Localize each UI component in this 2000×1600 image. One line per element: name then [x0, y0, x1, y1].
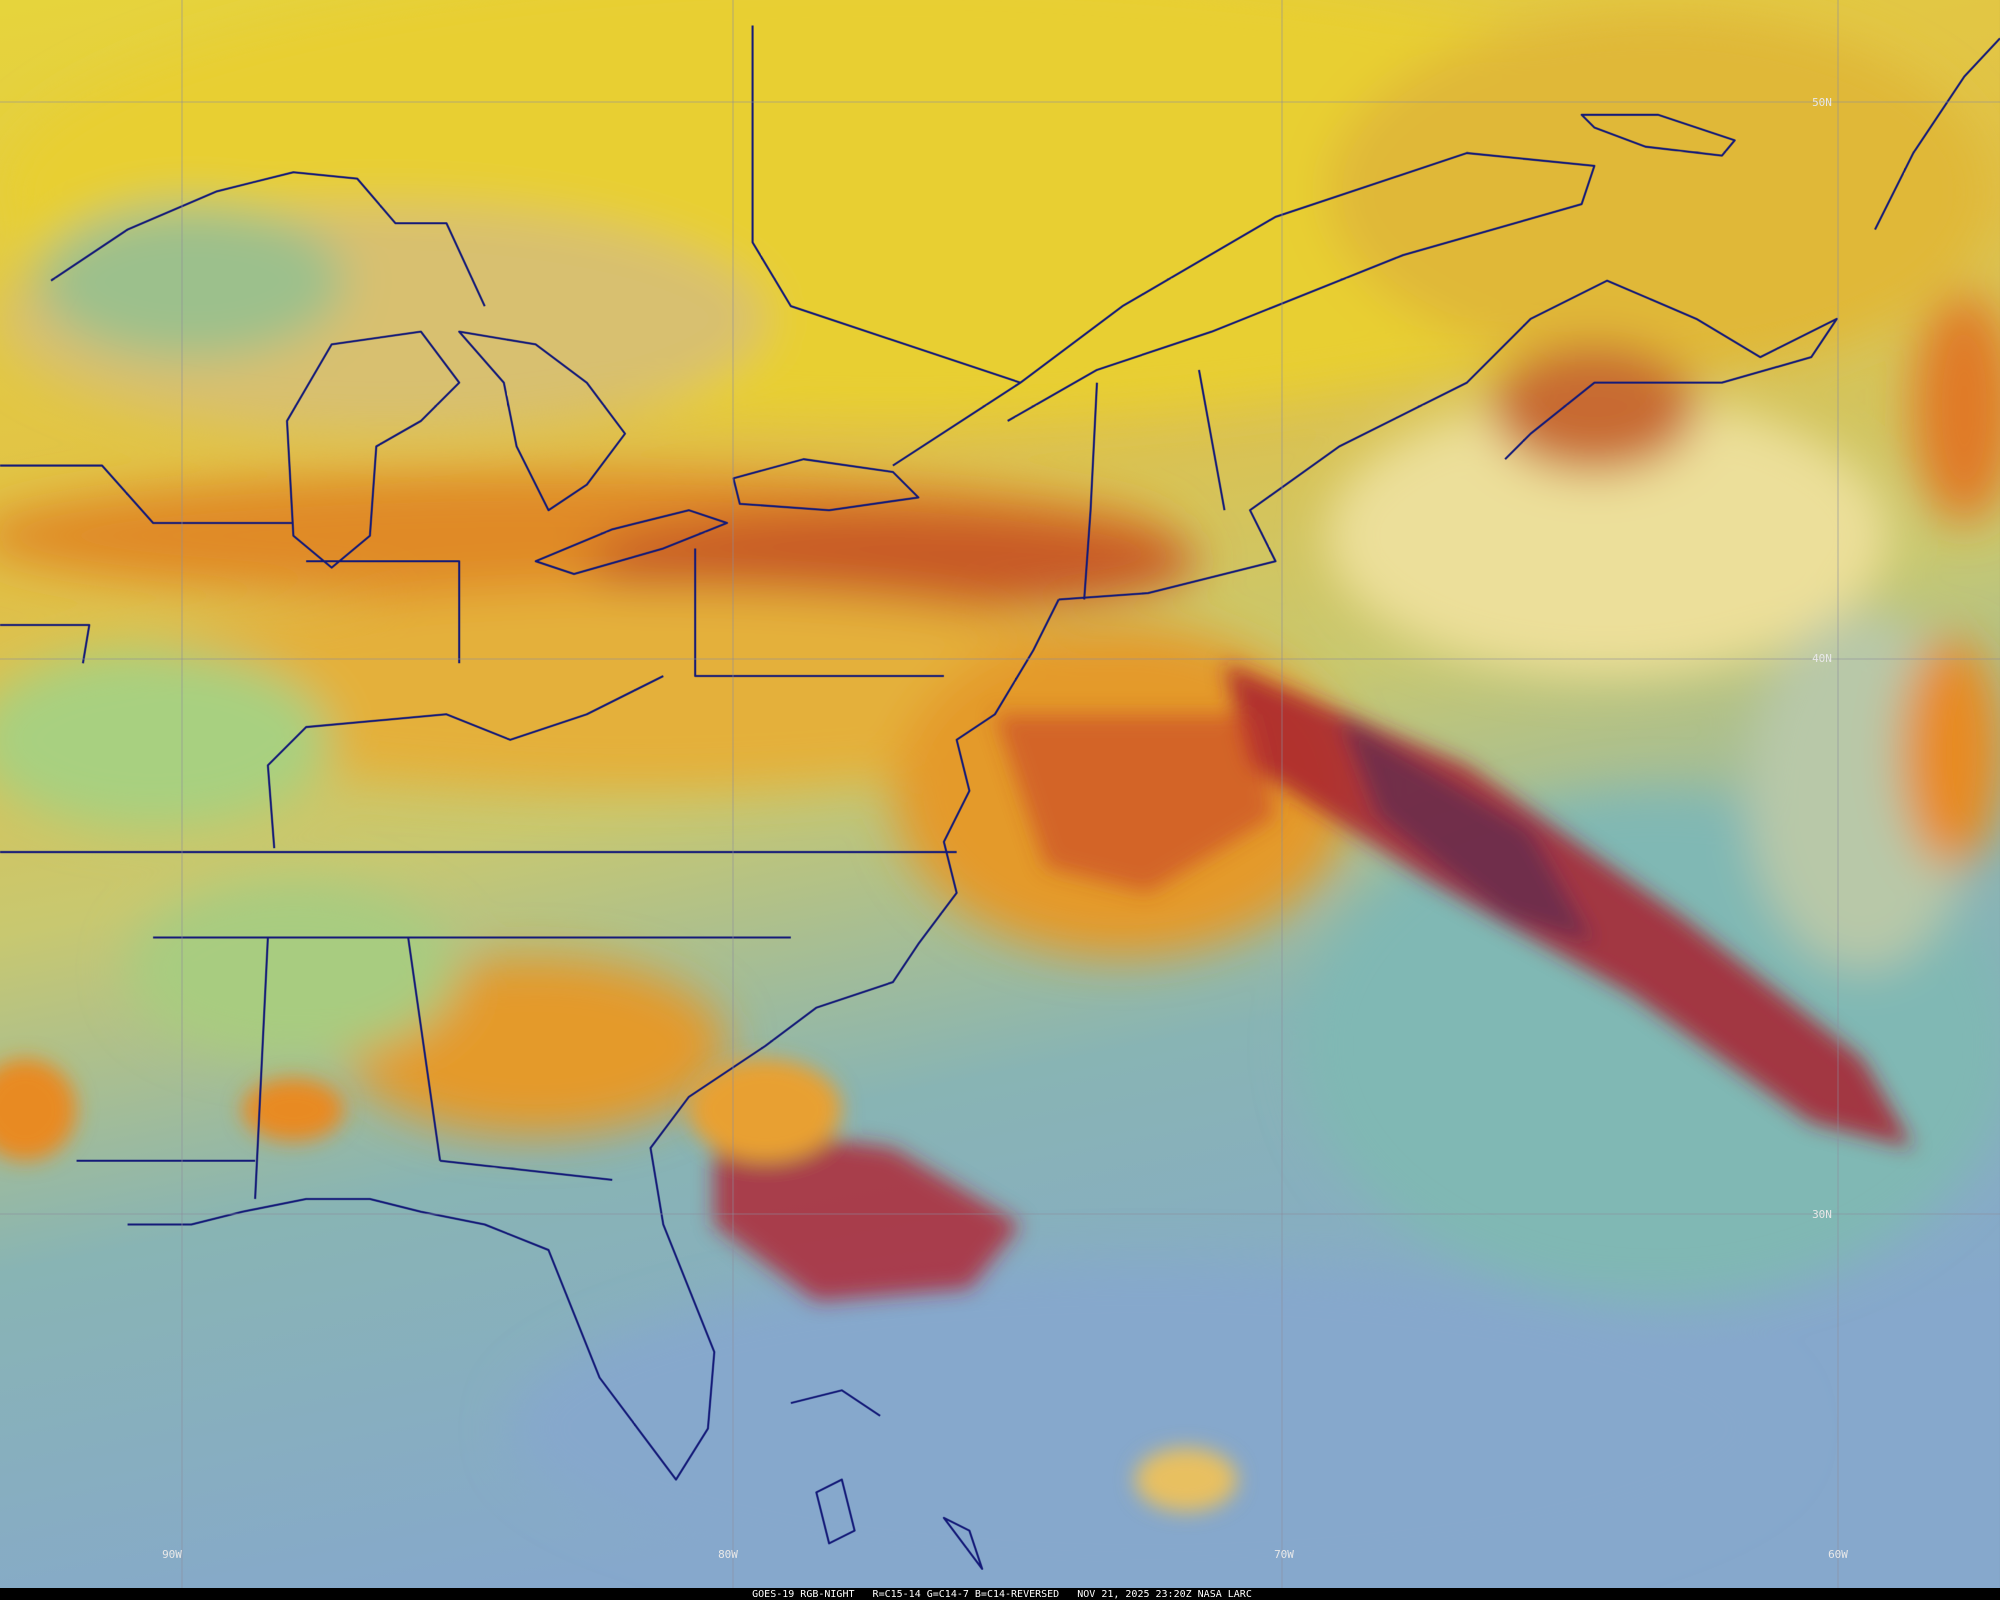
storm-bands: [0, 663, 1914, 1512]
st-lawrence: [892, 152, 1596, 467]
border-lines: [0, 25, 1226, 1200]
coastlines: [50, 37, 2000, 1570]
atlantic-gulf-coast: [127, 599, 1060, 1481]
lake-erie: [534, 509, 729, 575]
new-england-coast: [1058, 279, 1838, 601]
longitude-label: 60W: [1828, 1548, 1848, 1561]
anticosti: [1580, 113, 1736, 157]
lake-huron: [458, 330, 627, 512]
longitude-label: 70W: [1274, 1548, 1294, 1561]
latitude-label: 30N: [1812, 1208, 1832, 1221]
lake-michigan: [285, 330, 461, 569]
latitude-label: 40N: [1812, 652, 1832, 665]
newfoundland: [1874, 37, 2000, 231]
longitude-label: 80W: [718, 1548, 738, 1561]
latitude-label: 50N: [1812, 96, 1832, 109]
footer-bar: [0, 1588, 2000, 1600]
bahamas: [790, 1389, 984, 1570]
lake-superior: [50, 171, 486, 307]
state-borders: [0, 25, 1226, 1200]
footer-caption: GOES-19 RGB-NIGHT R=C15-14 G=C14-7 B=C14…: [752, 1589, 1252, 1600]
longitude-label: 90W: [162, 1548, 182, 1561]
lake-ontario: [732, 458, 920, 512]
